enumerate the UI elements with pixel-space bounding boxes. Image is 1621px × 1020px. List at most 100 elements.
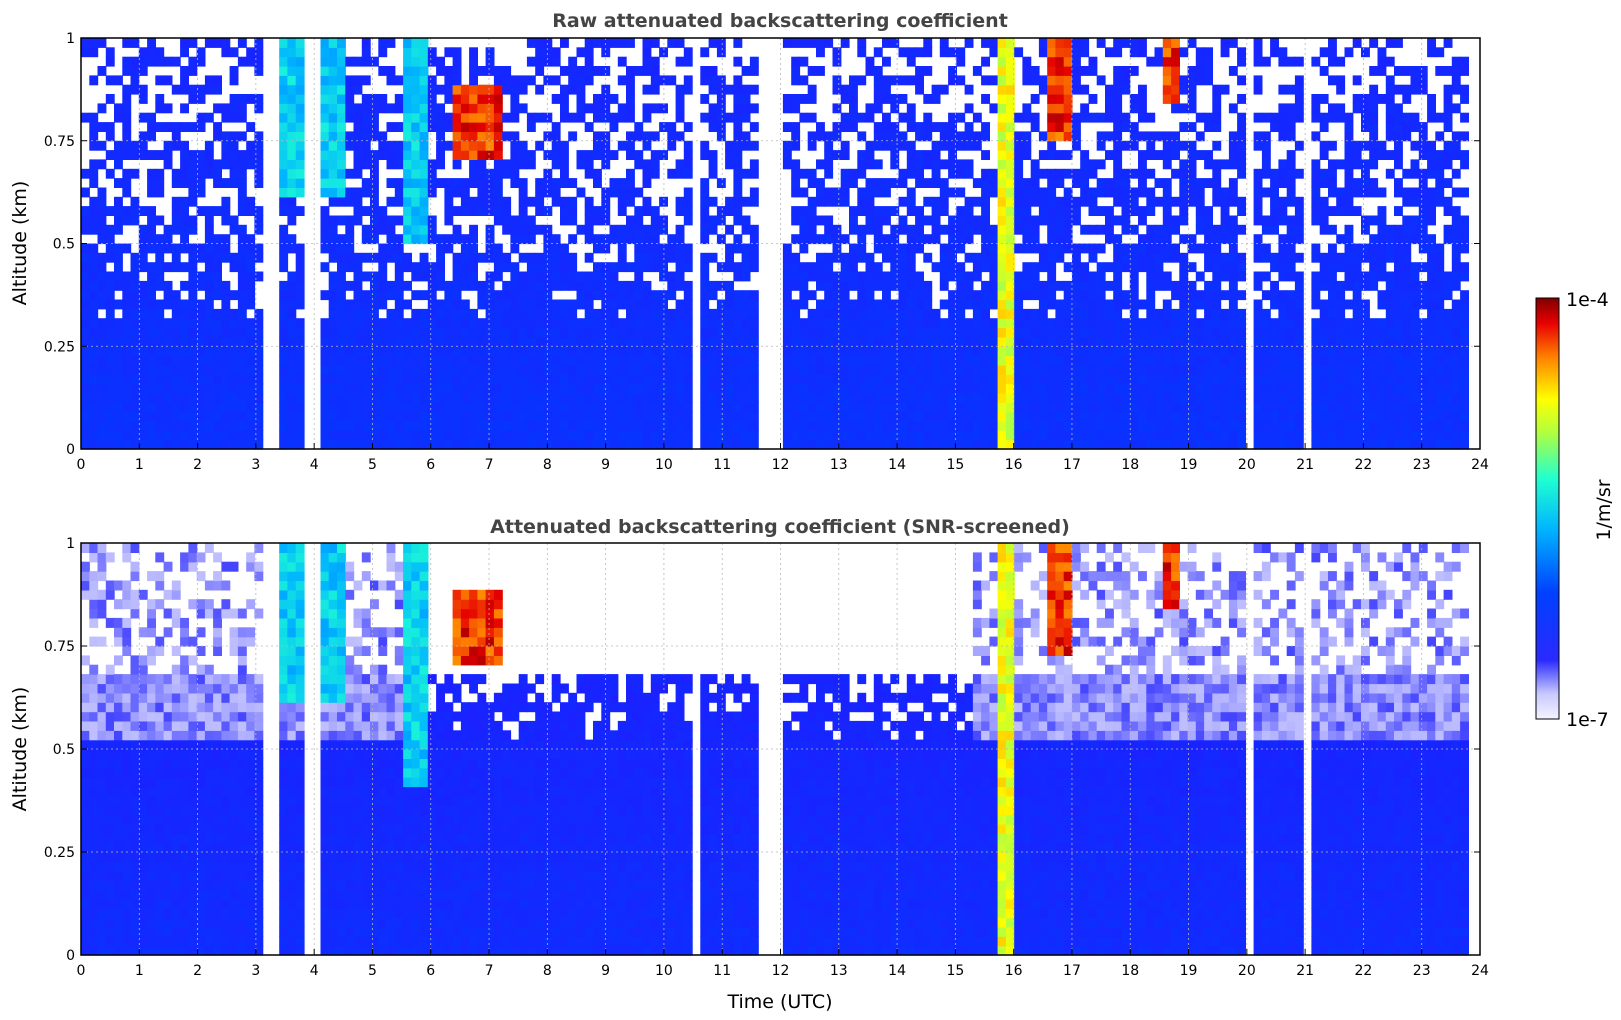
heatmap-cell xyxy=(370,374,379,385)
heatmap-cell xyxy=(1187,234,1197,245)
heatmap-cell xyxy=(229,411,239,422)
heatmap-cell xyxy=(188,196,198,207)
heatmap-cell xyxy=(1088,299,1098,310)
heatmap-cell xyxy=(287,383,297,394)
heatmap-cell xyxy=(394,383,404,394)
heatmap-cell xyxy=(675,439,685,450)
heatmap-cell xyxy=(427,336,437,347)
heatmap-cell xyxy=(493,346,503,357)
heatmap-cell xyxy=(229,290,239,301)
heatmap-cell xyxy=(1286,159,1296,170)
heatmap-cell xyxy=(700,364,710,375)
heatmap-cell xyxy=(716,374,726,385)
heatmap-cell xyxy=(948,224,957,235)
heatmap-cell xyxy=(1088,402,1098,413)
heatmap-cell xyxy=(1005,84,1015,95)
heatmap-cell xyxy=(353,308,363,319)
heatmap-cell xyxy=(716,402,726,413)
heatmap-cell xyxy=(370,421,379,431)
heatmap-cell xyxy=(1270,47,1279,58)
heatmap-cell xyxy=(147,215,156,226)
heatmap-cell xyxy=(782,336,792,347)
heatmap-cell xyxy=(683,168,693,179)
heatmap-cell xyxy=(1063,262,1073,273)
heatmap-cell xyxy=(81,47,90,58)
heatmap-cell xyxy=(180,411,189,422)
heatmap-cell xyxy=(535,402,545,413)
heatmap-cell xyxy=(931,234,941,245)
heatmap-cell xyxy=(1261,393,1271,403)
heatmap-cell xyxy=(237,38,247,48)
heatmap-cell xyxy=(345,346,355,357)
heatmap-cell xyxy=(1328,280,1337,291)
heatmap-cell xyxy=(452,103,462,114)
heatmap-cell xyxy=(419,411,429,422)
heatmap-cell xyxy=(840,178,850,188)
heatmap-cell xyxy=(551,94,561,104)
heatmap-cell xyxy=(791,327,801,338)
heatmap-cell xyxy=(1088,393,1098,403)
heatmap-cell xyxy=(411,234,421,245)
heatmap-cell xyxy=(634,336,644,347)
heatmap-cell xyxy=(1220,271,1230,282)
heatmap-cell xyxy=(1352,318,1362,329)
heatmap-cell xyxy=(130,393,140,403)
heatmap-cell xyxy=(568,84,578,95)
heatmap-cell xyxy=(890,421,900,431)
heatmap-cell xyxy=(749,411,759,422)
heatmap-cell xyxy=(956,327,966,338)
heatmap-cell xyxy=(634,150,644,160)
heatmap-cell xyxy=(882,140,891,151)
heatmap-cell xyxy=(593,38,602,48)
heatmap-cell xyxy=(105,224,115,235)
heatmap-cell xyxy=(700,150,710,160)
heatmap-cell xyxy=(1212,430,1222,441)
heatmap-cell xyxy=(1030,66,1040,76)
heatmap-cell xyxy=(989,411,999,422)
heatmap-cell xyxy=(816,280,825,291)
heatmap-cell xyxy=(782,318,792,329)
heatmap-cell xyxy=(1072,75,1081,86)
heatmap-cell xyxy=(370,112,379,123)
heatmap-cell xyxy=(1080,47,1090,58)
heatmap-cell xyxy=(221,421,231,431)
heatmap-cell xyxy=(155,234,165,245)
heatmap-cell xyxy=(626,327,635,338)
heatmap-cell xyxy=(849,439,858,450)
heatmap-cell xyxy=(807,234,817,245)
heatmap-cell xyxy=(683,243,693,254)
heatmap-cell xyxy=(403,439,412,450)
heatmap-cell xyxy=(1146,234,1156,245)
heatmap-cell xyxy=(1055,150,1065,160)
heatmap-cell xyxy=(1179,280,1189,291)
heatmap-cell xyxy=(526,122,536,132)
heatmap-cell xyxy=(1146,224,1156,235)
heatmap-cell xyxy=(824,168,834,179)
heatmap-cell xyxy=(477,150,487,160)
heatmap-cell xyxy=(898,178,908,188)
heatmap-cell xyxy=(452,112,462,123)
heatmap-cell xyxy=(246,196,256,207)
heatmap-cell xyxy=(370,327,379,338)
heatmap-cell xyxy=(659,150,668,160)
heatmap-cell xyxy=(518,75,528,86)
heatmap-cell xyxy=(411,84,421,95)
heatmap-cell xyxy=(725,383,734,394)
heatmap-cell xyxy=(361,393,371,403)
heatmap-cell xyxy=(1311,103,1321,114)
heatmap-cell xyxy=(469,196,478,207)
heatmap-cell xyxy=(626,178,635,188)
heatmap-cell xyxy=(1096,262,1106,273)
heatmap-cell xyxy=(477,84,487,95)
heatmap-cell xyxy=(749,262,759,273)
heatmap-cell xyxy=(452,271,462,282)
heatmap-cell xyxy=(791,187,801,198)
heatmap-cell xyxy=(188,38,198,48)
heatmap-cell xyxy=(609,290,619,301)
heatmap-cell xyxy=(287,402,297,413)
heatmap-cell xyxy=(1369,383,1379,394)
heatmap-cell xyxy=(287,234,297,245)
heatmap-cell xyxy=(725,243,734,254)
heatmap-cell xyxy=(1038,299,1048,310)
heatmap-cell xyxy=(1187,187,1197,198)
